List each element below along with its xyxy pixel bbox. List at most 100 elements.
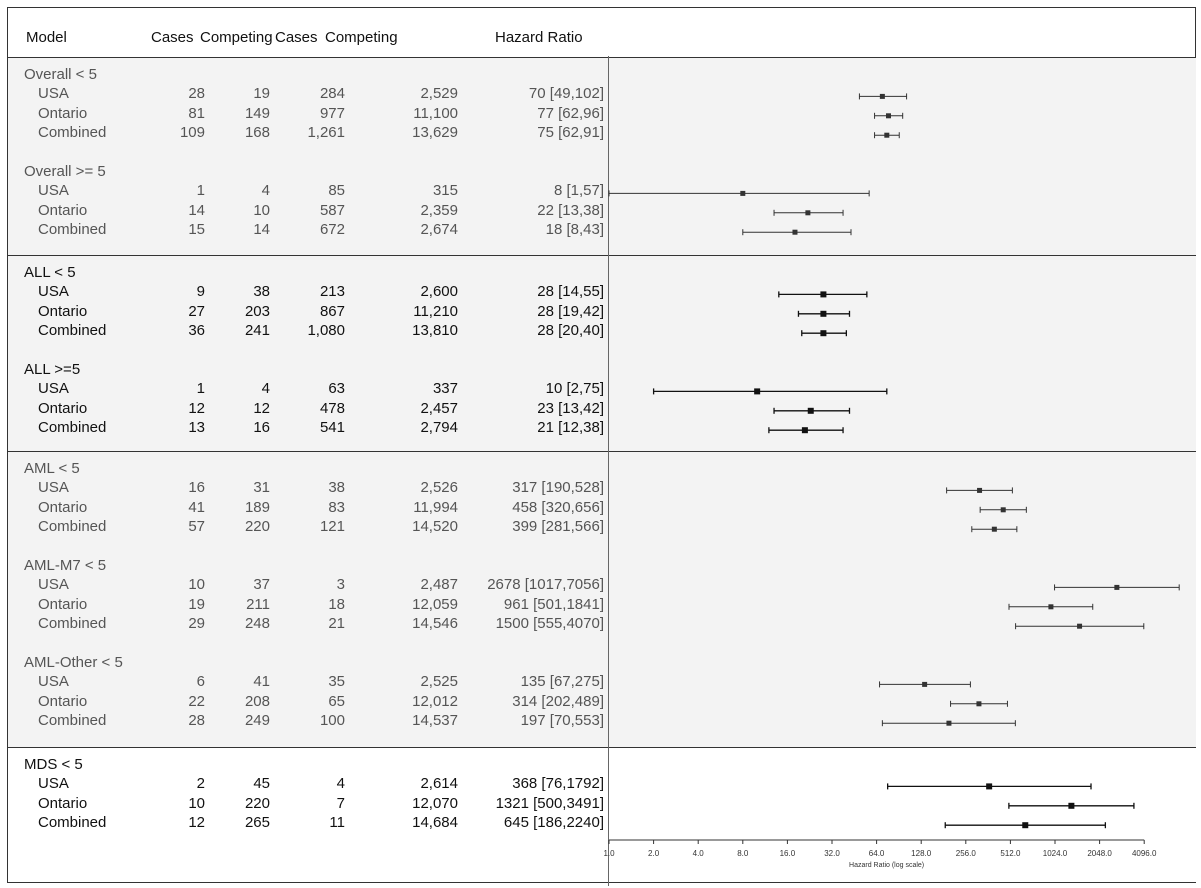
row-competing-1: 41 [253,673,270,691]
point-estimate [922,681,928,687]
group-title: AML-M7 < 5 [24,557,107,574]
x-tick-label: 64.0 [869,849,885,858]
x-tick-label: 16.0 [780,849,796,858]
row-competing-2: 2,487 [420,576,458,594]
point-estimate [1048,604,1054,610]
row-competing-2: 12,012 [412,692,458,710]
point-estimate [1022,822,1029,829]
row-competing-1: 4 [261,182,270,200]
row-hazard-text: 645 [186,2240] [503,814,604,832]
row-cases-2: 35 [328,673,345,691]
x-tick-label: 32.0 [824,849,840,858]
point-estimate [991,526,997,532]
row-hazard-text: 458 [320,656] [512,498,604,516]
forest-reference-line [608,56,609,886]
row-hazard-text: 368 [76,1792] [512,775,604,793]
row-hazard-text: 77 [62,96] [537,104,604,122]
x-tick-label: 8.0 [737,849,749,858]
row-cases-1: 109 [179,124,205,142]
x-axis-title: Hazard Ratio (log scale) [849,862,924,869]
row-competing-1: 249 [244,712,270,730]
row-cases-2: 541 [319,419,345,437]
row-cases-2: 100 [319,712,345,730]
row-cases-2: 85 [328,182,345,200]
row-competing-2: 337 [432,380,458,398]
row-label: Combined [38,615,107,633]
row-competing-1: 37 [253,576,270,594]
row-hazard-text: 21 [12,38] [537,419,604,437]
x-axis: 1.0 2.0 4.0 8.0 16.0 32.0 64.0 128.0 256.0 512.0 1… [603,839,1157,869]
point-estimate [805,210,811,216]
row-cases-2: 478 [319,399,345,417]
point-estimate [977,487,983,493]
row-label: USA [38,380,69,398]
row-competing-2: 14,537 [412,712,458,730]
point-estimate [1000,507,1006,513]
row-competing-2: 2,794 [420,419,458,437]
row-cases-1: 19 [188,595,205,613]
row-label: Combined [38,322,107,340]
row-cases-1: 28 [188,712,205,730]
row-label: Ontario [38,104,88,122]
row-label: Ontario [38,794,88,812]
table-band [8,747,1196,882]
row-competing-1: 10 [253,201,270,219]
row-cases-2: 1,080 [307,322,345,340]
point-estimate [807,407,814,414]
row-hazard-text: 23 [13,42] [537,399,604,417]
row-cases-2: 18 [328,595,345,613]
point-estimate [946,720,952,726]
row-competing-1: 189 [244,498,270,516]
row-hazard-text: 18 [8,43] [545,221,604,239]
group-title: MDS < 5 [24,756,83,773]
header-competing-2: Competing [325,29,398,46]
point-estimate [879,93,885,99]
point-estimate [1114,584,1120,590]
row-label: Combined [38,419,107,437]
row-competing-1: 265 [244,814,270,832]
row-label: USA [38,283,69,301]
row-competing-1: 248 [244,615,270,633]
x-tick-label: 1024.0 [1043,849,1068,858]
row-cases-1: 1 [196,182,205,200]
header-hazard-ratio: Hazard Ratio [495,29,583,46]
row-label: Ontario [38,201,88,219]
row-competing-1: 19 [253,85,270,103]
row-competing-1: 211 [246,595,270,613]
row-competing-1: 241 [244,322,270,340]
row-cases-1: 57 [188,518,205,536]
row-cases-1: 13 [188,419,205,437]
row-cases-1: 29 [188,615,205,633]
row-cases-2: 672 [319,221,345,239]
row-competing-1: 220 [244,794,270,812]
row-competing-2: 2,457 [420,399,458,417]
row-label: USA [38,576,69,594]
row-competing-2: 2,529 [420,85,458,103]
group-title: Overall < 5 [24,66,97,83]
row-cases-2: 1,261 [307,124,345,142]
x-tick-label: 512.0 [1000,849,1021,858]
point-estimate [754,388,761,395]
row-competing-2: 2,614 [420,775,458,793]
row-competing-1: 208 [244,692,270,710]
row-hazard-text: 399 [281,566] [512,518,604,536]
row-cases-1: 12 [188,399,205,417]
row-competing-1: 16 [253,419,270,437]
row-label: USA [38,85,69,103]
row-hazard-text: 135 [67,275] [520,673,604,691]
row-cases-2: 284 [319,85,345,103]
point-estimate [1068,802,1075,809]
row-competing-2: 11,100 [413,104,458,122]
point-estimate [986,783,993,790]
row-hazard-text: 22 [13,38] [537,201,604,219]
row-label: USA [38,182,69,200]
row-cases-1: 81 [188,104,205,122]
row-hazard-text: 314 [202,489] [512,692,604,710]
row-cases-1: 41 [188,498,205,516]
x-tick-label: 128.0 [911,849,932,858]
row-cases-1: 15 [188,221,205,239]
row-cases-1: 14 [188,201,205,219]
row-cases-2: 213 [319,283,345,301]
row-hazard-text: 28 [14,55] [537,283,604,301]
